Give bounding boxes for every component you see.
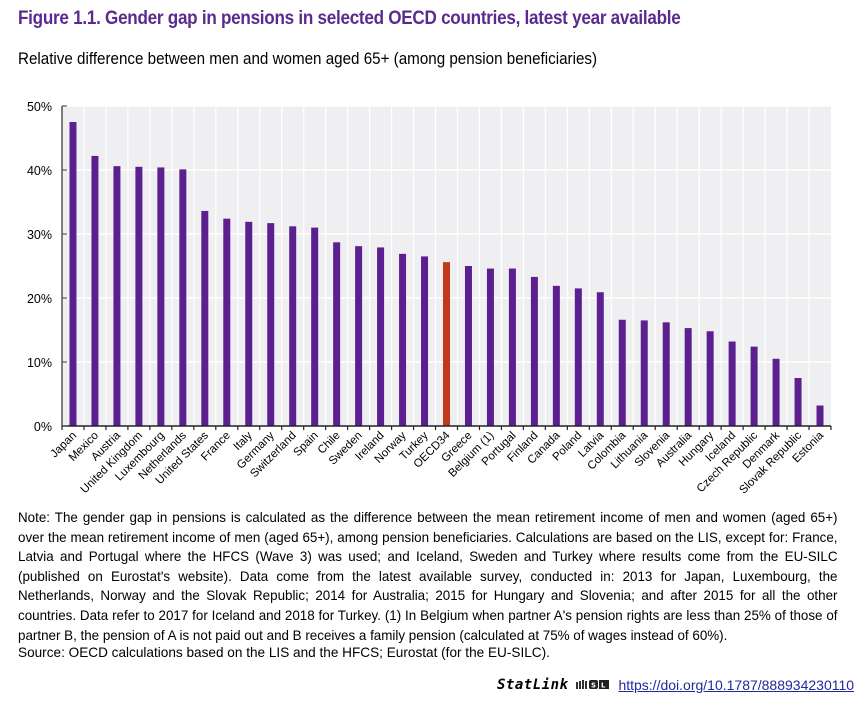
bar [113, 166, 121, 426]
bar [223, 218, 231, 426]
figure-source: Source: OECD calculations based on the L… [18, 645, 550, 660]
svg-text:S: S [591, 682, 596, 690]
bar [179, 169, 187, 427]
figure-subtitle: Relative difference between men and wome… [18, 50, 598, 68]
bar [69, 122, 77, 426]
bar [662, 322, 670, 426]
statlink-label: StatLink [497, 677, 569, 693]
y-tick-label: 10% [27, 356, 52, 370]
bar [333, 242, 341, 426]
bar [530, 276, 538, 426]
bar [574, 288, 582, 426]
bar [706, 331, 714, 426]
bar [267, 223, 275, 426]
bar [157, 167, 165, 426]
bar [421, 256, 429, 426]
bar [135, 166, 143, 427]
bar [772, 358, 780, 426]
bar [486, 268, 494, 426]
bar [728, 341, 736, 426]
y-tick-label: 0% [34, 420, 52, 434]
bar [311, 227, 319, 426]
bar [684, 328, 692, 426]
figure-note: Note: The gender gap in pensions is calc… [18, 510, 838, 643]
bar [289, 226, 297, 426]
bar [640, 320, 648, 426]
statlink: StatLink S L https://doi.org/10.1787/888… [497, 677, 854, 693]
bar [508, 268, 516, 426]
svg-text:L: L [601, 682, 606, 690]
bar-chart: 0% 10% 20% 30% 40% 50% JapanMexicoAustriaUnit… [27, 100, 832, 496]
bar [201, 210, 209, 426]
y-tick-label: 30% [27, 228, 52, 242]
bar [816, 405, 824, 426]
x-tick-label: Spain [292, 430, 321, 459]
bar [750, 346, 758, 426]
bar [464, 266, 472, 426]
statlink-logo-icon: S L [576, 680, 610, 690]
bar [552, 285, 560, 426]
figure-title: Figure 1.1. Gender gap in pensions in se… [18, 8, 681, 29]
bar [618, 319, 626, 426]
y-tick-label: 20% [27, 292, 52, 306]
axes [61, 106, 831, 427]
bar [377, 247, 385, 426]
bars [69, 122, 824, 427]
bar [91, 155, 99, 427]
bar [355, 246, 363, 426]
bar [794, 378, 802, 426]
y-tick-label: 50% [27, 100, 52, 114]
statlink-url-link[interactable]: https://doi.org/10.1787/888934230110 [618, 677, 855, 693]
bar-oecd-average [443, 262, 450, 426]
y-ticks: 0% 10% 20% 30% 40% 50% [27, 100, 67, 434]
bar [399, 253, 407, 426]
gridlines [62, 105, 831, 426]
y-tick-label: 40% [27, 164, 52, 178]
bar [596, 292, 604, 426]
bar [245, 221, 253, 426]
